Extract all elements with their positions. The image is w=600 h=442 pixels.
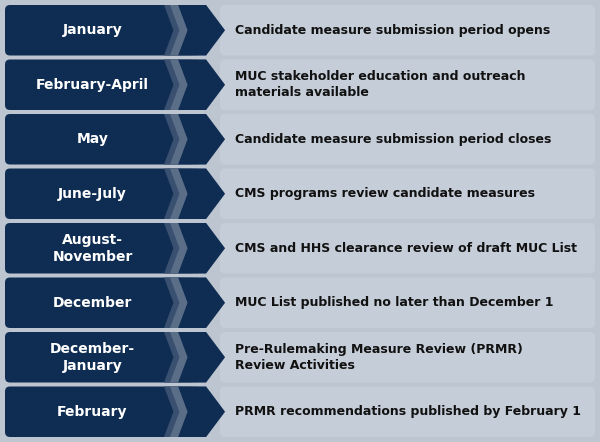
FancyBboxPatch shape [5, 386, 185, 437]
Polygon shape [178, 168, 225, 219]
Polygon shape [164, 278, 211, 328]
FancyBboxPatch shape [5, 60, 185, 110]
Polygon shape [170, 223, 217, 274]
Text: June-July: June-July [58, 187, 127, 201]
Polygon shape [178, 223, 225, 274]
Polygon shape [178, 114, 225, 164]
FancyBboxPatch shape [220, 223, 595, 274]
FancyBboxPatch shape [220, 278, 595, 328]
Text: February-April: February-April [36, 78, 149, 92]
Text: Candidate measure submission period opens: Candidate measure submission period open… [235, 24, 550, 37]
Text: Candidate measure submission period closes: Candidate measure submission period clos… [235, 133, 551, 146]
Polygon shape [178, 168, 225, 219]
Text: CMS programs review candidate measures: CMS programs review candidate measures [235, 187, 535, 200]
FancyBboxPatch shape [220, 386, 595, 437]
Polygon shape [178, 332, 225, 382]
FancyBboxPatch shape [5, 223, 185, 274]
FancyBboxPatch shape [220, 168, 595, 219]
Polygon shape [170, 5, 217, 56]
Text: December: December [53, 296, 132, 310]
Polygon shape [170, 332, 217, 382]
FancyBboxPatch shape [5, 278, 185, 328]
Polygon shape [164, 60, 211, 110]
FancyBboxPatch shape [220, 332, 595, 382]
Polygon shape [164, 5, 211, 56]
Polygon shape [178, 278, 225, 328]
FancyBboxPatch shape [5, 168, 185, 219]
Polygon shape [164, 332, 211, 382]
Polygon shape [178, 114, 225, 164]
Polygon shape [178, 60, 225, 110]
Text: January: January [62, 23, 122, 37]
Text: CMS and HHS clearance review of draft MUC List: CMS and HHS clearance review of draft MU… [235, 242, 577, 255]
Text: MUC stakeholder education and outreach
materials available: MUC stakeholder education and outreach m… [235, 70, 526, 99]
Text: Pre-Rulemaking Measure Review (PRMR)
Review Activities: Pre-Rulemaking Measure Review (PRMR) Rev… [235, 343, 523, 372]
Polygon shape [178, 60, 225, 110]
Polygon shape [178, 278, 225, 328]
Text: May: May [77, 132, 109, 146]
Polygon shape [170, 114, 217, 164]
Polygon shape [170, 168, 217, 219]
Polygon shape [178, 386, 225, 437]
FancyBboxPatch shape [5, 114, 185, 164]
Polygon shape [170, 60, 217, 110]
Polygon shape [164, 223, 211, 274]
Text: PRMR recommendations published by February 1: PRMR recommendations published by Februa… [235, 405, 581, 418]
Text: August-
November: August- November [52, 233, 133, 263]
Polygon shape [170, 278, 217, 328]
Polygon shape [164, 386, 211, 437]
Polygon shape [164, 114, 211, 164]
FancyBboxPatch shape [220, 114, 595, 164]
Polygon shape [178, 386, 225, 437]
Text: MUC List published no later than December 1: MUC List published no later than Decembe… [235, 296, 554, 309]
Text: February: February [57, 405, 128, 419]
Polygon shape [170, 386, 217, 437]
Polygon shape [178, 5, 225, 56]
FancyBboxPatch shape [5, 5, 185, 56]
Polygon shape [164, 168, 211, 219]
FancyBboxPatch shape [5, 332, 185, 382]
Text: December-
January: December- January [50, 342, 135, 373]
FancyBboxPatch shape [220, 5, 595, 56]
FancyBboxPatch shape [220, 60, 595, 110]
Polygon shape [178, 223, 225, 274]
Polygon shape [178, 332, 225, 382]
Polygon shape [178, 5, 225, 56]
